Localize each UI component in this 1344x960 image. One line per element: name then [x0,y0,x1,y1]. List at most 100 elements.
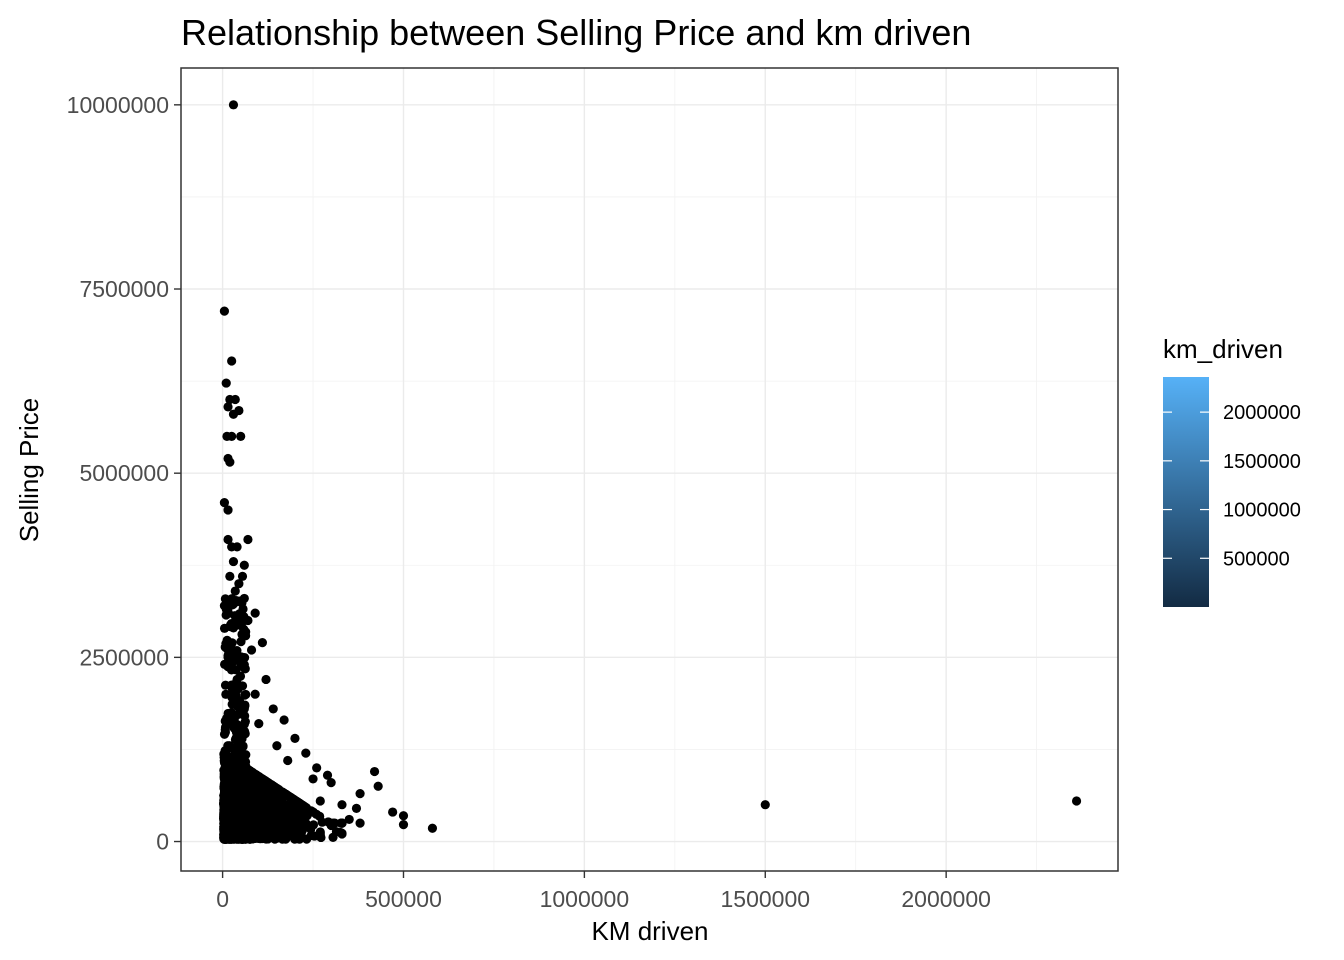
data-point [230,586,240,596]
data-point [239,653,250,663]
data-point [224,741,235,751]
data-point [228,409,239,419]
data-point [315,811,325,821]
data-point [258,774,268,785]
data-point [308,807,318,817]
data-point [234,708,245,718]
legend-title: km_driven [1163,334,1283,364]
data-point [265,822,275,832]
data-point [219,729,230,739]
y-tick-label: 10000000 [67,92,169,118]
data-point [240,701,250,711]
data-point [232,542,242,552]
data-point [315,827,325,837]
data-point [322,770,333,780]
data-point [337,818,347,828]
data-point [326,820,336,831]
data-point [263,812,274,822]
data-point [227,680,237,690]
data-point [219,306,230,316]
x-tick-label: 1000000 [540,886,630,912]
data-point [301,748,311,758]
data-point [219,812,230,822]
y-tick-label: 2500000 [79,644,169,670]
data-point [253,797,263,807]
data-point [398,819,409,830]
data-point [234,579,244,589]
data-point [344,814,354,825]
legend-colorbar [1163,377,1209,607]
data-point [228,769,238,779]
data-point [225,571,235,581]
data-point [279,715,289,725]
data-point [241,761,251,771]
data-point [241,689,251,700]
legend-tick-label: 1500000 [1223,451,1301,473]
data-point [223,402,233,412]
data-point [228,719,238,729]
data-point [306,830,316,841]
data-point [295,814,305,824]
chart-title: Relationship between Selling Price and k… [181,12,971,53]
y-axis: 0 2500000 5000000 7500000 10000000 [67,92,181,855]
data-point [220,716,230,726]
data-point [234,611,244,621]
data-points [219,100,1082,844]
data-point [312,763,322,773]
data-point [245,774,255,784]
data-point [254,719,264,729]
data-point [227,356,237,366]
data-point [292,828,302,839]
x-axis: 0 500000 1000000 1500000 2000000 [216,871,991,912]
data-point [285,818,295,828]
data-point [331,827,342,837]
data-point [219,783,229,793]
data-point [254,821,264,831]
data-point [273,789,284,800]
data-point [240,729,250,739]
data-point [282,790,292,800]
data-point [275,809,286,819]
legend-ticks: 500000 1000000 1500000 2000000 [1163,402,1301,570]
data-point [760,800,770,810]
data-point [230,795,241,805]
data-point [237,618,247,628]
data-point [236,431,246,441]
data-point [229,689,239,700]
x-tick-label: 2000000 [901,886,991,912]
data-point [248,807,258,817]
data-point [373,781,383,791]
data-point [255,789,266,799]
data-point [388,807,398,817]
data-point [227,699,237,709]
data-point [264,793,274,803]
data-point [355,818,365,828]
data-point [237,571,248,581]
x-tick-label: 1500000 [720,886,810,912]
data-point [228,100,239,110]
x-tick-label: 0 [216,886,229,912]
y-tick-label: 5000000 [79,460,169,486]
data-point [250,689,260,699]
data-point [272,824,282,834]
data-point [221,770,231,780]
data-point [351,803,362,813]
data-point [427,823,438,833]
data-point [231,733,241,743]
data-point [253,833,263,844]
data-point [283,830,293,840]
data-point [221,378,231,388]
data-point [337,800,347,810]
data-point [308,774,318,784]
legend-tick-label: 500000 [1223,548,1290,570]
data-point [221,610,231,620]
data-point [250,608,260,618]
data-point [237,598,247,608]
data-point [261,674,271,685]
data-point [223,534,233,545]
legend-tick-label: 2000000 [1223,402,1301,424]
data-point [229,656,239,666]
y-axis-label: Selling Price [14,398,44,543]
data-point [230,394,240,405]
